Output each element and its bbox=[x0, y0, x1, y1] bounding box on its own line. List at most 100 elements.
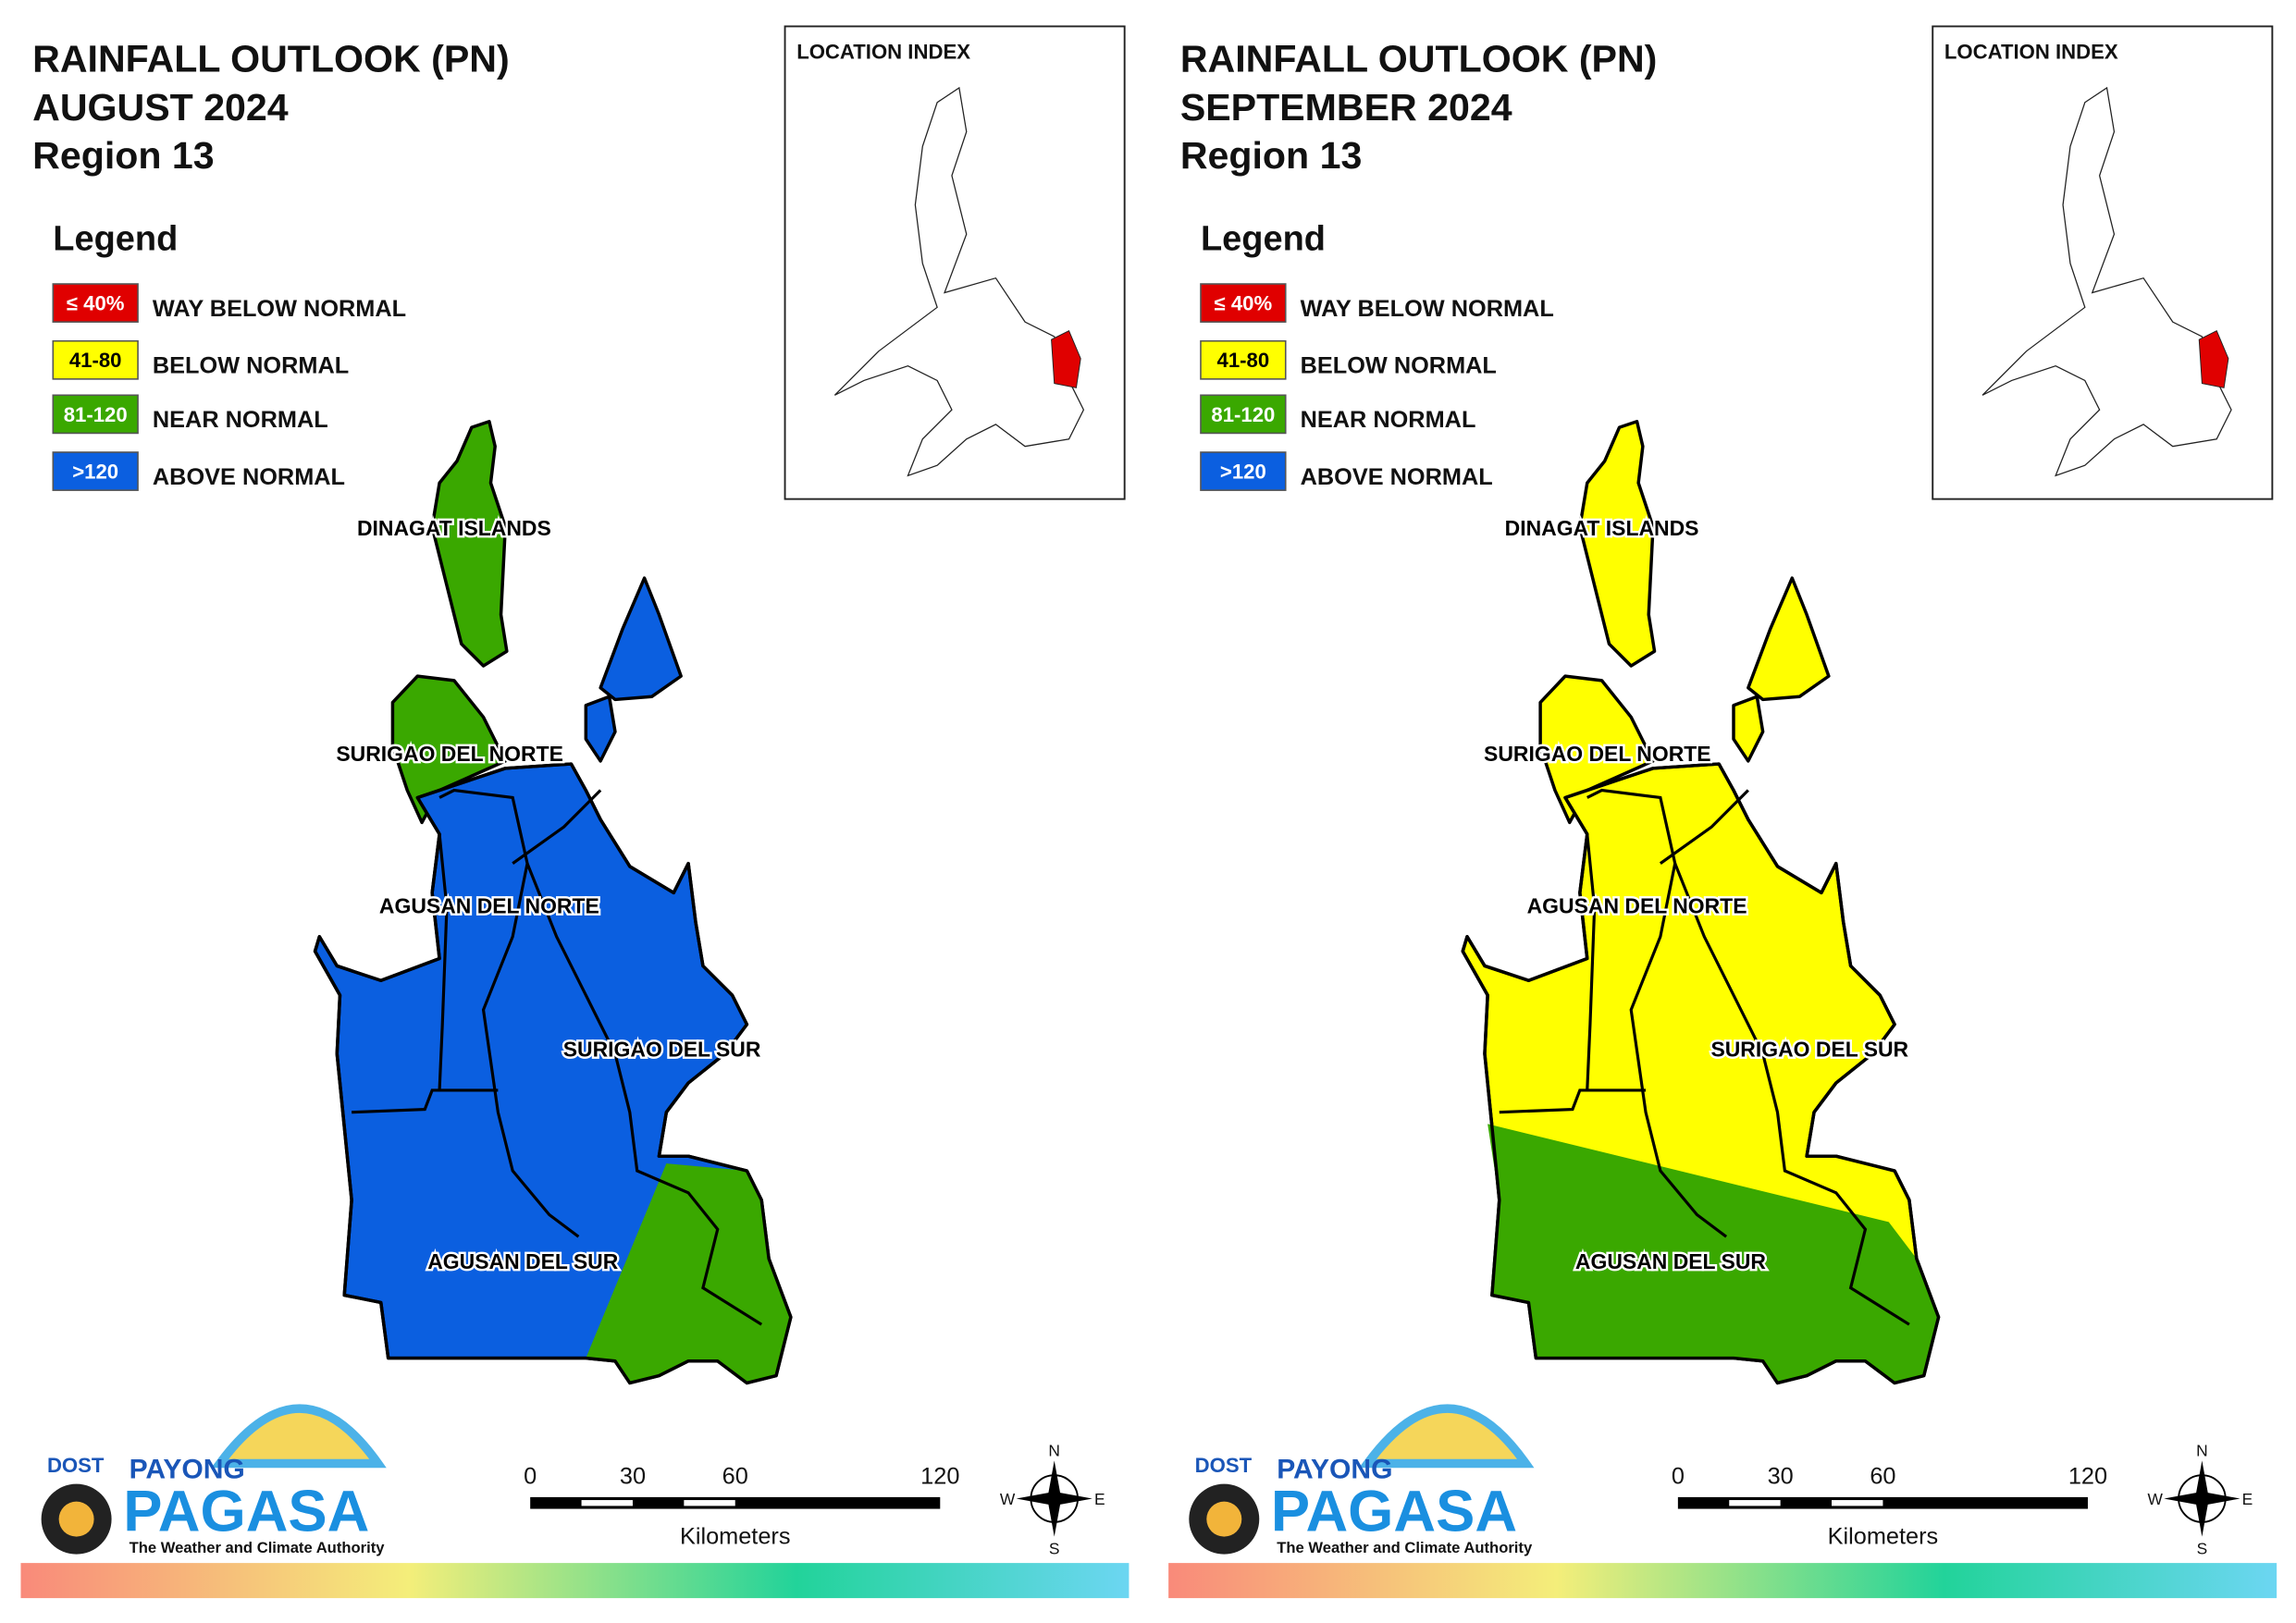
panel: RAINFALL OUTLOOK (PN) SEPTEMBER 2024 Regio… bbox=[1168, 25, 2277, 1599]
province-border bbox=[1659, 789, 1749, 865]
color-band bbox=[20, 1563, 1129, 1599]
legend-swatch bbox=[52, 394, 139, 435]
logo-tagline: The Weather and Climate Authority bbox=[130, 1539, 386, 1556]
scale-segment bbox=[684, 1500, 735, 1506]
region-label: DINAGAT ISLANDS bbox=[1505, 516, 1699, 540]
legend-label: WAY BELOW NORMAL bbox=[153, 296, 406, 322]
logo-seal-inner bbox=[1206, 1501, 1242, 1537]
region-label: SURIGAO DEL NORTE bbox=[336, 742, 563, 766]
inset-title: LOCATION INDEX bbox=[1944, 40, 2118, 63]
scale-tick: 120 bbox=[920, 1464, 959, 1490]
legend-swatch bbox=[52, 451, 139, 491]
legend-code: 41-80 bbox=[1217, 349, 1270, 372]
legend-code: ≤ 40% bbox=[1215, 291, 1273, 314]
scale-unit: Kilometers bbox=[1828, 1524, 1939, 1550]
legend-code: 81-120 bbox=[1211, 403, 1275, 426]
island bbox=[1732, 695, 1765, 763]
inset-country bbox=[833, 86, 1085, 477]
compass-n: N bbox=[1048, 1442, 1060, 1460]
legend-swatch bbox=[1200, 394, 1287, 435]
region-label: DINAGAT ISLANDS bbox=[357, 516, 551, 540]
scale-tick: 60 bbox=[722, 1464, 748, 1490]
legend-label: WAY BELOW NORMAL bbox=[1301, 296, 1554, 322]
island bbox=[1747, 576, 1831, 702]
scale-tick: 0 bbox=[524, 1464, 537, 1490]
island bbox=[1578, 420, 1657, 668]
logo-pagasa: PAGASA bbox=[1271, 1479, 1517, 1543]
legend-label: ABOVE NORMAL bbox=[1301, 464, 1493, 490]
legend-swatch bbox=[1200, 451, 1287, 491]
panel-title: RAINFALL OUTLOOK (PN) bbox=[1180, 38, 1658, 80]
panel-title: RAINFALL OUTLOOK (PN) bbox=[32, 38, 510, 80]
island bbox=[584, 695, 617, 763]
logo-payong: PAYONG bbox=[130, 1454, 245, 1484]
logo-dost: DOST bbox=[47, 1454, 105, 1477]
province-border bbox=[438, 833, 449, 1091]
legend-title: Legend bbox=[53, 220, 178, 259]
island bbox=[599, 576, 683, 702]
coast bbox=[1461, 762, 1941, 1385]
logo-umbrella bbox=[211, 1404, 387, 1469]
legend-title: Legend bbox=[1201, 220, 1326, 259]
scale-segment bbox=[1832, 1500, 1883, 1506]
legend-code: 81-120 bbox=[64, 403, 128, 426]
inset-region bbox=[1051, 329, 1081, 388]
legend-label: NEAR NORMAL bbox=[153, 407, 328, 433]
logo-seal-inner bbox=[58, 1501, 94, 1537]
inset-title: LOCATION INDEX bbox=[796, 40, 970, 63]
logo-umbrella bbox=[1359, 1404, 1535, 1469]
panel-title: Region 13 bbox=[32, 134, 215, 177]
legend-code: >120 bbox=[72, 460, 118, 483]
province-border bbox=[1499, 1088, 1647, 1114]
panel-title: AUGUST 2024 bbox=[32, 86, 289, 129]
coast bbox=[313, 762, 793, 1385]
scale-tick: 0 bbox=[1672, 1464, 1685, 1490]
legend-label: BELOW NORMAL bbox=[1301, 353, 1497, 379]
region-label: AGUSAN DEL SUR bbox=[1575, 1249, 1766, 1273]
region-label: SURIGAO DEL SUR bbox=[1710, 1038, 1908, 1062]
logo-tagline: The Weather and Climate Authority bbox=[1277, 1539, 1533, 1556]
region-label: AGUSAN DEL NORTE bbox=[379, 893, 599, 917]
legend-label: BELOW NORMAL bbox=[153, 353, 349, 379]
scale-unit: Kilometers bbox=[680, 1524, 791, 1550]
province-area bbox=[1538, 674, 1655, 825]
legend-swatch bbox=[1200, 339, 1287, 380]
inset-frame bbox=[1932, 25, 2274, 500]
province-border bbox=[512, 789, 602, 865]
outlook-zone bbox=[586, 1163, 791, 1383]
region-label: AGUSAN DEL NORTE bbox=[1527, 893, 1747, 917]
logo-dost: DOST bbox=[1195, 1454, 1253, 1477]
legend-swatch bbox=[52, 339, 139, 380]
compass-s: S bbox=[1049, 1540, 1060, 1558]
compass-e: E bbox=[1094, 1490, 1105, 1508]
province-border bbox=[1673, 863, 1910, 1326]
compass-e: E bbox=[2242, 1490, 2253, 1508]
region-label: AGUSAN DEL SUR bbox=[427, 1249, 618, 1273]
province-border bbox=[1586, 788, 1728, 1238]
legend-label: NEAR NORMAL bbox=[1301, 407, 1476, 433]
inset-frame bbox=[784, 25, 1126, 500]
compass-star bbox=[1016, 1460, 1092, 1537]
legend-code: >120 bbox=[1220, 460, 1266, 483]
compass-w: W bbox=[2148, 1490, 2164, 1508]
province-area bbox=[390, 674, 508, 825]
province-border bbox=[525, 863, 763, 1326]
compass-star bbox=[2164, 1460, 2240, 1537]
scale-tick: 30 bbox=[1768, 1464, 1794, 1490]
region-label: SURIGAO DEL SUR bbox=[563, 1038, 761, 1062]
province-border bbox=[1586, 833, 1597, 1091]
scale-segment bbox=[1729, 1500, 1781, 1506]
scale-tick: 60 bbox=[1870, 1464, 1895, 1490]
panel-title: Region 13 bbox=[1180, 134, 1363, 177]
region-label: SURIGAO DEL NORTE bbox=[1484, 742, 1711, 766]
compass-w: W bbox=[1000, 1490, 1016, 1508]
color-band bbox=[1168, 1563, 2277, 1599]
panel: RAINFALL OUTLOOK (PN) AUGUST 2024 Region 1… bbox=[20, 25, 1129, 1599]
compass-n: N bbox=[2196, 1442, 2208, 1460]
inset-region bbox=[2198, 329, 2229, 388]
island bbox=[430, 420, 509, 668]
legend-swatch bbox=[1200, 283, 1287, 323]
panel-title: SEPTEMBER 2024 bbox=[1180, 86, 1512, 129]
legend-label: ABOVE NORMAL bbox=[153, 464, 345, 490]
